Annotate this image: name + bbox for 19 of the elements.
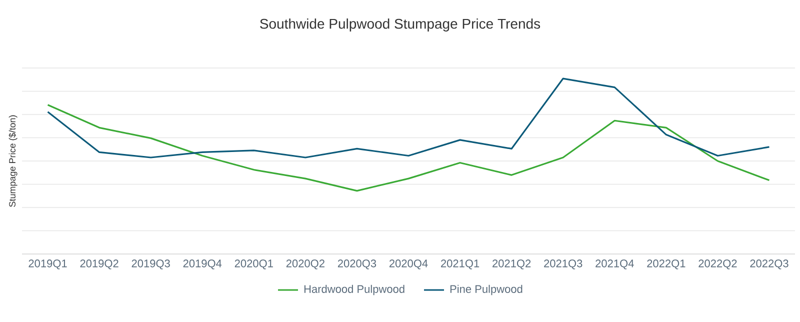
x-tick-label: 2022Q2	[698, 260, 737, 270]
x-tick-label: 2019Q2	[80, 260, 118, 270]
x-tick-label: 2022Q1	[647, 260, 686, 270]
x-tick-label: 2019Q1	[28, 260, 67, 270]
chart-title: Southwide Pulpwood Stumpage Price Trends	[260, 18, 540, 32]
x-tick-label: 2019Q4	[183, 260, 222, 270]
x-tick-label: 2020Q2	[286, 260, 324, 270]
x-tick-label: 2021Q4	[596, 260, 634, 270]
x-tick-label: 2021Q1	[441, 260, 480, 270]
x-tick-label: 2022Q3	[750, 260, 788, 270]
x-tick-label: 2021Q2	[492, 260, 531, 270]
x-tick-label: 2019Q3	[132, 260, 170, 270]
x-tick-label: 2020Q3	[338, 260, 376, 270]
y-axis-title: Stumpage Price ($/ton)	[8, 115, 18, 207]
legend-label: Pine Pulpwood	[450, 284, 522, 296]
x-tick-label: 2020Q1	[234, 260, 273, 270]
legend-label: Hardwood Pulpwood	[304, 284, 404, 296]
x-tick-label: 2020Q4	[389, 260, 428, 270]
x-tick-label: 2021Q3	[544, 260, 582, 270]
